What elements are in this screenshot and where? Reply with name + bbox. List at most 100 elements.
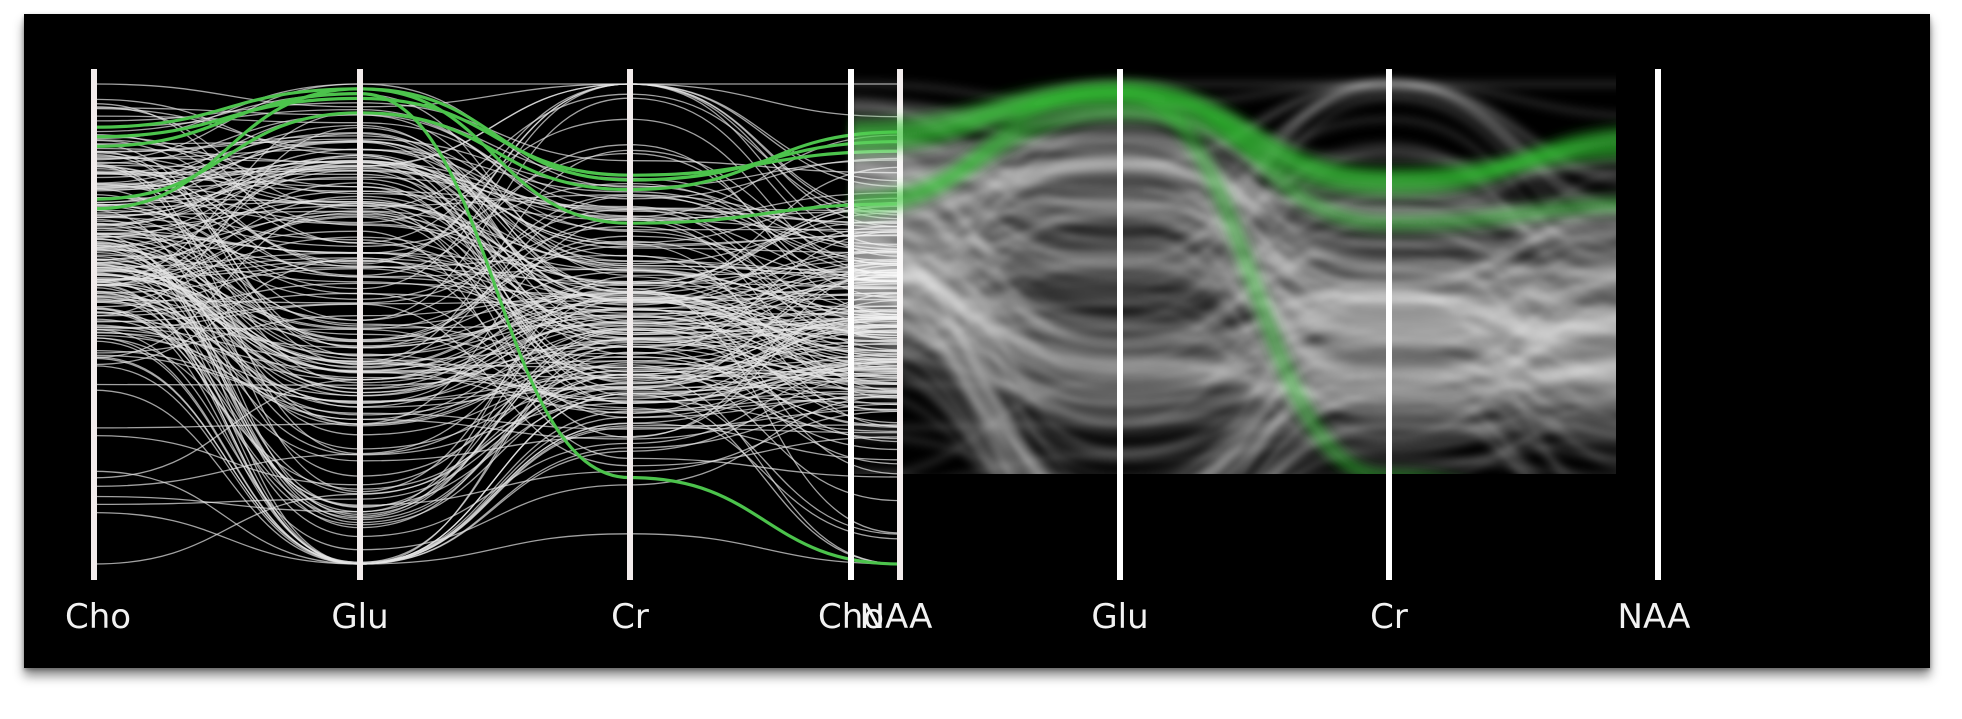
density-line xyxy=(850,83,1616,290)
density-line xyxy=(850,217,1616,349)
density-line xyxy=(850,375,1616,474)
density-line xyxy=(850,277,1616,368)
context-line xyxy=(93,345,901,486)
context-line xyxy=(93,140,901,353)
context-line xyxy=(93,150,901,366)
axis-label-glu: Glu xyxy=(331,597,388,637)
density-line xyxy=(850,132,1616,321)
context-line xyxy=(93,233,901,334)
context-line xyxy=(93,274,901,433)
context-line xyxy=(93,144,901,316)
density-line xyxy=(850,287,1616,474)
highlighted-lines xyxy=(92,87,902,566)
density-line xyxy=(1212,387,1537,474)
context-line xyxy=(93,328,901,551)
density-line xyxy=(850,295,1616,403)
highlight-line-3 xyxy=(92,111,902,201)
context-line xyxy=(93,83,900,108)
context-line xyxy=(93,222,901,341)
density-line xyxy=(850,393,1521,474)
context-line xyxy=(93,208,901,341)
density-line xyxy=(850,345,1616,474)
context-line xyxy=(93,102,901,174)
context-line xyxy=(93,205,901,327)
context-line xyxy=(93,243,901,508)
context-line xyxy=(93,321,901,412)
density-line xyxy=(850,209,1616,474)
context-line xyxy=(93,387,901,535)
context-line xyxy=(93,258,901,374)
density-line xyxy=(850,312,1616,438)
context-line xyxy=(93,393,901,565)
context-line xyxy=(93,132,901,321)
density-line xyxy=(850,208,1616,336)
density-line xyxy=(850,97,1616,321)
density-line xyxy=(850,225,1616,329)
context-line xyxy=(93,237,901,521)
density-line xyxy=(850,243,1616,474)
context-line xyxy=(93,263,901,565)
density-line xyxy=(850,291,1616,474)
context-line xyxy=(93,83,901,244)
axes xyxy=(848,69,1661,580)
density-line xyxy=(850,164,1616,246)
density-line xyxy=(850,165,1616,474)
context-line xyxy=(93,217,901,351)
context-line xyxy=(93,233,901,565)
density-line xyxy=(1201,373,1528,474)
highlight-line-2 xyxy=(92,96,902,177)
context-line xyxy=(93,182,901,275)
density-line xyxy=(850,351,1616,474)
axis-label-cho: Cho xyxy=(65,597,131,637)
highlight-line-5 xyxy=(92,91,902,566)
density-line xyxy=(850,218,1616,429)
highlight-density-core-4 xyxy=(850,87,1616,225)
context-line xyxy=(93,149,901,363)
density-line xyxy=(850,321,1616,409)
parallel-coordinates-figure: Cho Glu Cr NAA Cho Glu Cr NAA xyxy=(65,69,1690,637)
context-line xyxy=(93,301,901,404)
density-line xyxy=(850,134,1616,283)
density-line xyxy=(850,274,1616,431)
density-line xyxy=(850,237,1616,474)
density-line xyxy=(850,340,1616,474)
axis-label-cho: Cho xyxy=(818,597,884,637)
context-line xyxy=(93,97,901,321)
density-line xyxy=(850,365,1616,474)
axis-label-cr: Cr xyxy=(1370,597,1408,637)
context-line xyxy=(93,114,901,277)
axis-label-cr: Cr xyxy=(611,597,649,637)
context-line xyxy=(93,259,901,336)
context-line xyxy=(93,157,901,231)
figure-panel: Cho Glu Cr NAA Cho Glu Cr NAA xyxy=(24,14,1930,668)
context-line xyxy=(93,373,901,565)
context-line xyxy=(93,308,901,526)
context-line xyxy=(93,156,901,290)
context-line xyxy=(93,312,901,443)
context-line xyxy=(93,273,901,397)
density-line xyxy=(850,233,1616,474)
density-line xyxy=(850,248,1616,474)
context-line xyxy=(93,331,901,430)
density-line xyxy=(850,273,1616,397)
density-line xyxy=(850,222,1616,341)
density-line xyxy=(850,198,1616,336)
density-line xyxy=(850,165,1616,355)
context-line xyxy=(93,340,901,565)
density-line xyxy=(850,83,1616,108)
highlight-density xyxy=(850,79,1616,474)
context-line xyxy=(93,276,901,513)
density-line xyxy=(850,326,1616,392)
density-line xyxy=(850,182,1616,271)
density-line xyxy=(850,190,1616,271)
density-line xyxy=(850,218,1616,394)
density-line xyxy=(850,263,1616,474)
context-line xyxy=(93,83,901,290)
density-line xyxy=(850,244,1616,474)
density-line xyxy=(850,183,1616,265)
context-line xyxy=(93,198,901,336)
context-line xyxy=(93,209,901,517)
context-line xyxy=(93,326,901,393)
context-line xyxy=(93,194,901,321)
context-line xyxy=(93,225,901,334)
